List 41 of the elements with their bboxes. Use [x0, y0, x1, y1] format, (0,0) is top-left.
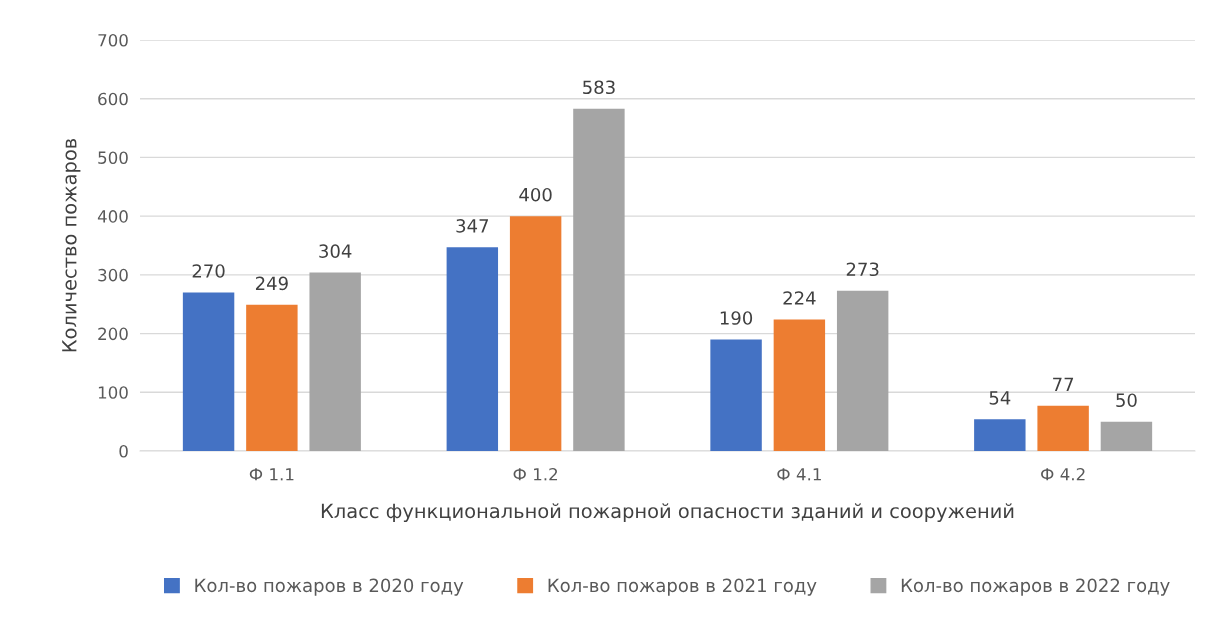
data-label: 304 — [319, 244, 352, 258]
data-label: 270 — [192, 264, 225, 278]
y-tick-label: 600 — [98, 92, 128, 106]
data-label: 583 — [583, 80, 615, 95]
bar — [1100, 421, 1153, 451]
legend-label: Кол-во пожаров в 2021 году — [548, 578, 817, 596]
x-tick-label: Ф 1.1 — [249, 468, 294, 481]
bar — [773, 319, 826, 451]
legend-label: Кол-во пожаров в 2020 году — [195, 578, 464, 596]
bar — [246, 304, 298, 451]
y-tick-label: 400 — [97, 210, 128, 223]
bar — [446, 247, 499, 451]
data-label: 50 — [1116, 393, 1137, 408]
y-tick-label: 200 — [98, 327, 128, 341]
bar — [710, 339, 762, 451]
bar — [309, 272, 361, 451]
x-tick-label: Ф 4.2 — [1041, 467, 1085, 481]
y-tick-label: 0 — [119, 444, 128, 458]
y-tick-label: 700 — [98, 33, 128, 47]
bar — [1037, 405, 1089, 451]
x-axis-title: Класс функциональной пожарной опасности зданий и сооружений — [321, 503, 1014, 523]
data-label: 77 — [1053, 377, 1074, 391]
data-label: 249 — [255, 276, 288, 291]
data-label: 190 — [720, 311, 753, 325]
bar — [573, 108, 625, 451]
x-tick-label: Ф 1.2 — [513, 467, 558, 481]
y-tick-label: 100 — [98, 386, 128, 399]
legend-label: Кол-во пожаров в 2022 году — [901, 578, 1170, 596]
bar — [182, 292, 235, 451]
data-label: 400 — [519, 187, 552, 202]
x-tick-label: Ф 4.1 — [777, 468, 821, 481]
bar — [836, 290, 889, 451]
data-label: 224 — [783, 291, 816, 305]
y-tick-label: 300 — [98, 268, 128, 282]
data-label: 273 — [846, 262, 879, 277]
bar — [974, 419, 1026, 451]
y-axis-title: Количество пожаров — [62, 138, 81, 352]
bar — [509, 216, 562, 451]
data-label: 347 — [456, 218, 489, 233]
data-label: 54 — [989, 391, 1011, 405]
y-tick-label: 500 — [98, 151, 128, 164]
